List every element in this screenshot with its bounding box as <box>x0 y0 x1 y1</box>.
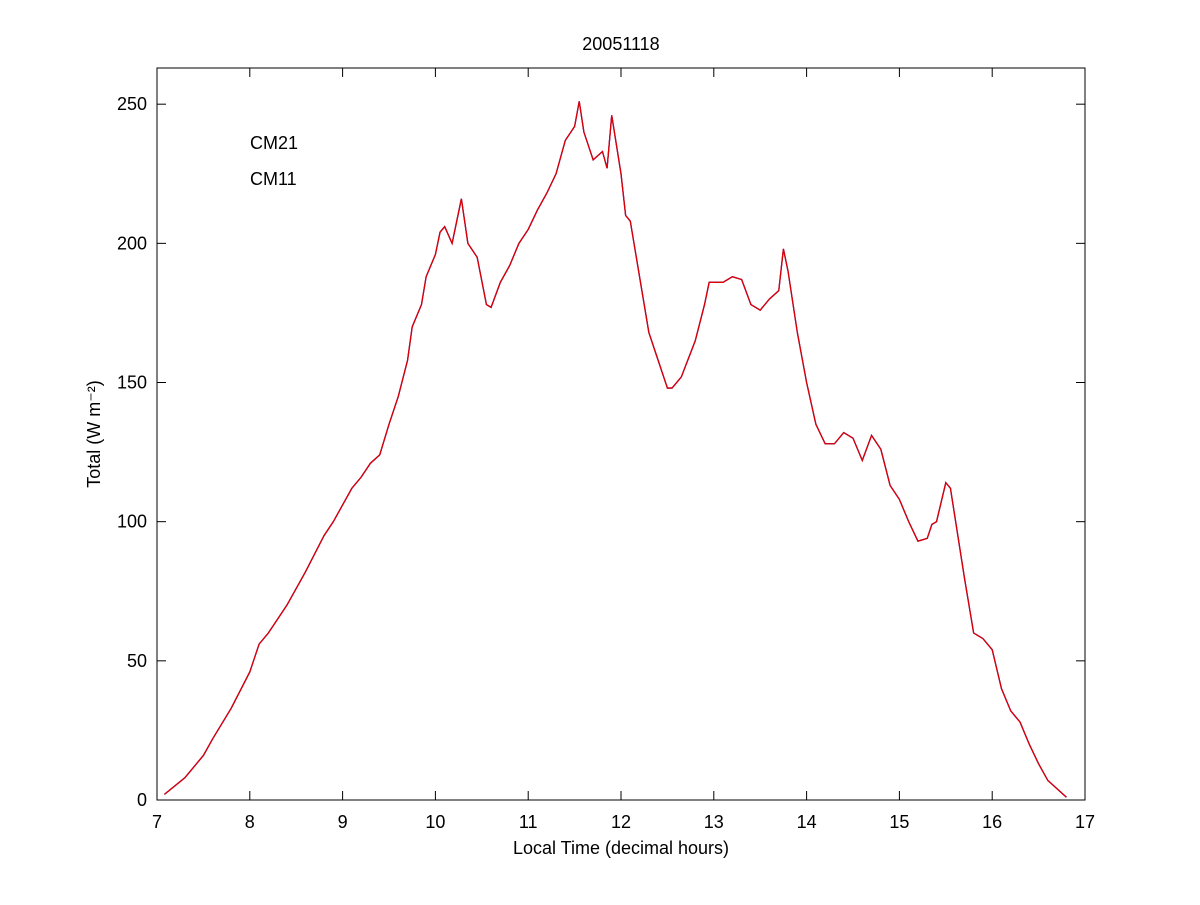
x-tick-label: 9 <box>338 812 348 832</box>
x-tick-label: 11 <box>519 812 538 832</box>
plot-area <box>156 67 1086 801</box>
y-tick-label: 250 <box>117 94 147 114</box>
x-tick-label: 8 <box>245 812 255 832</box>
x-tick-label: 13 <box>704 812 724 832</box>
legend-entry: CM21 <box>250 133 298 153</box>
x-axis-label: Local Time (decimal hours) <box>513 838 729 858</box>
y-tick-label: 150 <box>117 373 147 393</box>
y-tick-label: 200 <box>117 233 147 253</box>
x-tick-label: 7 <box>152 812 162 832</box>
data-line <box>164 101 1067 798</box>
chart-title: 20051118 <box>582 34 659 54</box>
x-tick-label: 17 <box>1075 812 1095 832</box>
y-axis-label: Total (W m⁻²) <box>84 380 104 488</box>
legend-entry: CM11 <box>250 169 297 189</box>
y-tick-label: 0 <box>137 790 147 810</box>
y-tick-label: 100 <box>117 512 147 532</box>
x-tick-label: 16 <box>982 812 1002 832</box>
x-tick-label: 14 <box>797 812 817 832</box>
x-tick-label: 10 <box>425 812 445 832</box>
y-tick-label: 50 <box>127 651 147 671</box>
x-tick-label: 12 <box>611 812 631 832</box>
x-tick-label: 15 <box>889 812 909 832</box>
